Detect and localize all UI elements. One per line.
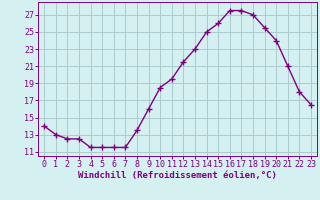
X-axis label: Windchill (Refroidissement éolien,°C): Windchill (Refroidissement éolien,°C) bbox=[78, 171, 277, 180]
